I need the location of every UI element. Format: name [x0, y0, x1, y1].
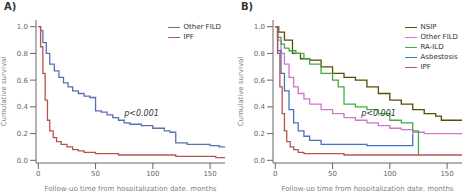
svg-text:Follow-up time from hospitaliz: Follow-up time from hospitalization date… [44, 185, 216, 191]
svg-text:50: 50 [91, 170, 100, 178]
svg-text:150: 150 [440, 170, 453, 178]
svg-text:0.2: 0.2 [254, 130, 265, 138]
svg-text:0.8: 0.8 [254, 50, 265, 58]
html-text:IPF: IPF [183, 33, 194, 41]
html-text:A): A) [4, 1, 17, 12]
svg-text:0: 0 [36, 170, 40, 178]
html-text:NSIP: NSIP [420, 23, 437, 31]
svg-text:0.2: 0.2 [17, 130, 28, 138]
svg-text:50: 50 [328, 170, 337, 178]
svg-text:0: 0 [273, 170, 277, 178]
html-text:IPF: IPF [420, 63, 431, 71]
svg-text:Follow-up time from hospitaliz: Follow-up time from hospitalization date… [281, 185, 453, 191]
svg-text:Cumulative survival: Cumulative survival [237, 57, 245, 127]
svg-text:100: 100 [383, 170, 396, 178]
svg-text:100: 100 [146, 170, 159, 178]
svg-text:1.0: 1.0 [254, 23, 265, 31]
html-text:RA-ILD: RA-ILD [420, 43, 444, 51]
svg-text:0.0: 0.0 [17, 157, 28, 165]
svg-text:p<0.001: p<0.001 [360, 109, 396, 118]
html-text:Other FILD: Other FILD [183, 23, 221, 31]
html-text:Other FILD: Other FILD [420, 33, 458, 41]
svg-text:0.4: 0.4 [254, 103, 266, 111]
svg-text:p<0.001: p<0.001 [123, 109, 159, 118]
svg-text:0.0: 0.0 [254, 157, 265, 165]
svg-text:0.6: 0.6 [254, 77, 266, 85]
svg-text:150: 150 [203, 170, 216, 178]
svg-text:0.4: 0.4 [17, 103, 29, 111]
svg-text:0.6: 0.6 [17, 77, 29, 85]
svg-text:Cumulative survival: Cumulative survival [0, 57, 8, 127]
svg-text:0.8: 0.8 [17, 50, 28, 58]
html-text:Asbestosis: Asbestosis [420, 53, 458, 61]
svg-text:1.0: 1.0 [17, 23, 28, 31]
html-text:B): B) [241, 1, 254, 12]
